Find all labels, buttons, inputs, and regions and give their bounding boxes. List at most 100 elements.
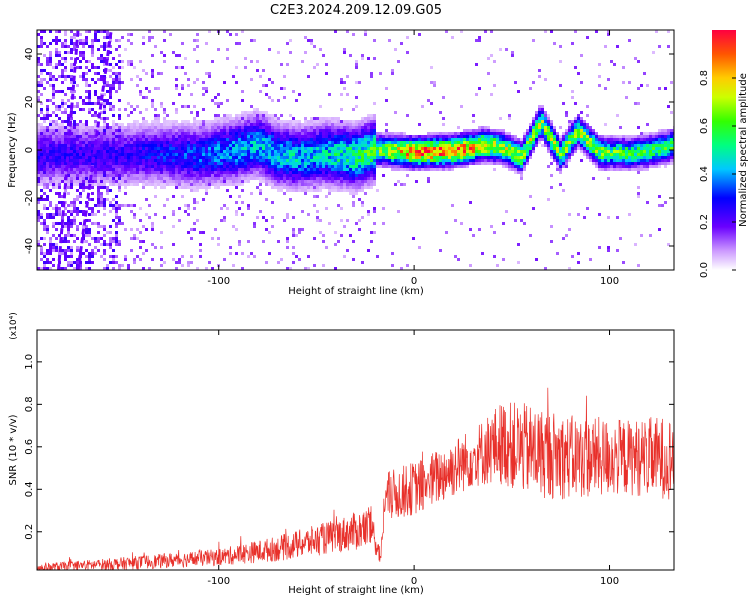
heatmap-cell (49, 51, 52, 54)
heatmap-cell (97, 198, 100, 201)
heatmap-cell (118, 183, 121, 186)
heatmap-cell (622, 156, 625, 159)
heatmap-cell (259, 144, 262, 147)
heatmap-cell (403, 144, 406, 147)
heatmap-cell (199, 132, 202, 135)
heatmap-cell (73, 123, 76, 126)
heatmap-cell (217, 174, 220, 177)
heatmap-cell (85, 219, 88, 222)
heatmap-cell (49, 252, 52, 255)
heatmap-cell (247, 255, 250, 258)
heatmap-cell (178, 144, 181, 147)
heatmap-cell (583, 153, 586, 156)
heatmap-cell (70, 57, 73, 60)
heatmap-cell (97, 147, 100, 150)
heatmap-cell (313, 45, 316, 48)
heatmap-cell (112, 219, 115, 222)
heatmap-cell (163, 204, 166, 207)
heatmap-cell (550, 240, 553, 243)
heatmap-cell (136, 183, 139, 186)
heatmap-cell (598, 159, 601, 162)
heatmap-cell (292, 189, 295, 192)
heatmap-cell (301, 126, 304, 129)
heatmap-cell (313, 171, 316, 174)
heatmap-cell (133, 144, 136, 147)
heatmap-cell (142, 117, 145, 120)
heatmap-cell (418, 147, 421, 150)
heatmap-cell (343, 132, 346, 135)
heatmap-cell (598, 144, 601, 147)
heatmap-cell (361, 132, 364, 135)
heatmap-cell (46, 252, 49, 255)
heatmap-cell (253, 147, 256, 150)
heatmap-cell (289, 180, 292, 183)
heatmap-cell (103, 267, 106, 270)
heatmap-cell (115, 177, 118, 180)
heatmap-cell (580, 111, 583, 114)
heatmap-cell (268, 120, 271, 123)
heatmap-cell (70, 90, 73, 93)
heatmap-cell (187, 168, 190, 171)
heatmap-cell (166, 180, 169, 183)
heatmap-cell (103, 258, 106, 261)
heatmap-cell (559, 159, 562, 162)
heatmap-cell (310, 162, 313, 165)
heatmap-cell (190, 150, 193, 153)
heatmap-cell (367, 117, 370, 120)
heatmap-cell (586, 135, 589, 138)
heatmap-cell (121, 138, 124, 141)
heatmap-cell (49, 54, 52, 57)
heatmap-cell (67, 222, 70, 225)
heatmap-cell (574, 117, 577, 120)
heatmap-cell (451, 144, 454, 147)
heatmap-cell (229, 177, 232, 180)
heatmap-cell (475, 132, 478, 135)
heatmap-cell (292, 123, 295, 126)
heatmap-cell (394, 132, 397, 135)
heatmap-cell (187, 159, 190, 162)
heatmap-cell (346, 183, 349, 186)
heatmap-cell (277, 180, 280, 183)
heatmap-cell (46, 225, 49, 228)
heatmap-cell (376, 141, 379, 144)
heatmap-cell (250, 144, 253, 147)
heatmap-cell (355, 186, 358, 189)
heatmap-cell (196, 150, 199, 153)
heatmap-cell (202, 168, 205, 171)
heatmap-cell (118, 165, 121, 168)
heatmap-cell (514, 162, 517, 165)
heatmap-cell (232, 138, 235, 141)
heatmap-cell (109, 132, 112, 135)
heatmap-cell (277, 99, 280, 102)
heatmap-cell (253, 132, 256, 135)
heatmap-cell (121, 144, 124, 147)
heatmap-cell (190, 156, 193, 159)
heatmap-cell (49, 141, 52, 144)
heatmap-cell (121, 222, 124, 225)
heatmap-cell (472, 141, 475, 144)
heatmap-cell (142, 186, 145, 189)
heatmap-cell (151, 225, 154, 228)
heatmap-cell (151, 126, 154, 129)
heatmap-cell (541, 144, 544, 147)
heatmap-cell (532, 135, 535, 138)
heatmap-cell (577, 213, 580, 216)
heatmap-cell (37, 168, 40, 171)
heatmap-cell (316, 144, 319, 147)
heatmap-cell (232, 165, 235, 168)
heatmap-cell (196, 135, 199, 138)
heatmap-cell (322, 177, 325, 180)
heatmap-cell (460, 159, 463, 162)
heatmap-cell (367, 249, 370, 252)
heatmap-cell (133, 234, 136, 237)
heatmap-cell (253, 108, 256, 111)
heatmap-cell (520, 168, 523, 171)
heatmap-cell (235, 117, 238, 120)
heatmap-cell (61, 150, 64, 153)
heatmap-cell (523, 135, 526, 138)
heatmap-cell (214, 102, 217, 105)
heatmap-cell (70, 261, 73, 264)
heatmap-cell (157, 147, 160, 150)
heatmap-cell (217, 105, 220, 108)
heatmap-cell (217, 144, 220, 147)
